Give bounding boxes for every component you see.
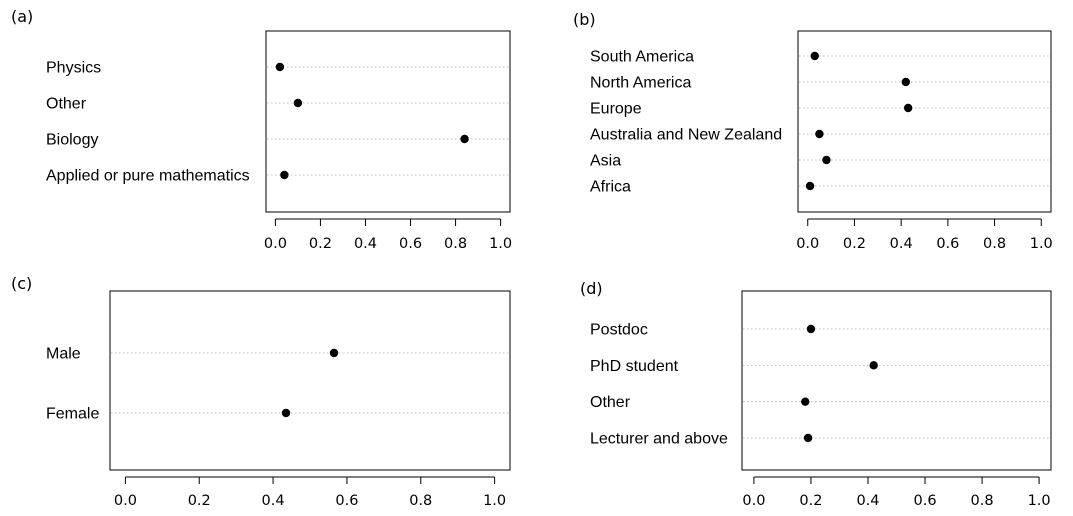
plot-area <box>797 30 1052 213</box>
x-tick-label: 1.0 <box>1028 493 1051 509</box>
x-tick-label: 0.8 <box>983 236 1006 252</box>
x-tick-label: 1.0 <box>489 236 512 252</box>
panel-a: (a) Physics Other Biology Applied or pure ma… <box>11 7 512 252</box>
data-point <box>275 62 285 72</box>
panel-label: (d) <box>580 279 603 298</box>
data-point <box>903 103 913 113</box>
x-tick-label: 0.2 <box>188 493 211 509</box>
x-tick-label: 0.0 <box>114 493 137 509</box>
x-tick-label: 0.6 <box>335 493 358 509</box>
data-point <box>329 348 339 358</box>
category-label: PhD student <box>590 358 679 375</box>
category-label: North America <box>590 75 691 92</box>
panel-label: (b) <box>573 10 596 29</box>
x-tick-label: 0.8 <box>444 236 467 252</box>
x-tick-label: 0.4 <box>890 236 913 252</box>
panel-b: (b) South America North America Europe Austr… <box>573 10 1053 252</box>
data-point <box>901 77 911 87</box>
x-tick-label: 0.0 <box>264 236 287 252</box>
x-tick-label: 0.0 <box>796 236 819 252</box>
data-point <box>806 324 816 334</box>
category-label: South America <box>590 49 694 66</box>
plot-area <box>109 290 511 471</box>
data-point <box>293 98 303 108</box>
x-tick-label: 0.2 <box>799 493 822 509</box>
data-point <box>822 155 831 165</box>
data-point <box>810 51 819 61</box>
category-label: Lecturer and above <box>590 431 728 448</box>
plot-area <box>265 30 511 213</box>
x-tick-label: 0.2 <box>309 236 332 252</box>
data-point <box>460 134 469 144</box>
x-tick-label: 0.8 <box>971 493 994 509</box>
data-point <box>801 397 810 406</box>
panel-c: (c) Male Female 0.0 0.2 0.4 0.6 0.8 1.0 <box>11 274 511 509</box>
panel-d: (d) Postdoc PhD student Other Lecturer and a… <box>580 279 1052 509</box>
x-tick-label: 0.6 <box>399 236 422 252</box>
x-tick-label: 0.2 <box>843 236 866 252</box>
data-point <box>803 433 813 443</box>
category-label: Male <box>46 346 81 363</box>
x-tick-label: 1.0 <box>483 493 506 509</box>
plot-area <box>741 290 1052 471</box>
category-label: Postdoc <box>590 322 648 339</box>
x-tick-label: 0.8 <box>409 493 432 509</box>
x-tick-label: 0.4 <box>354 236 377 252</box>
x-tick-label: 0.6 <box>913 493 936 509</box>
data-point <box>805 181 815 191</box>
category-label: Biology <box>46 132 98 149</box>
category-label: Other <box>46 96 87 113</box>
category-label: Applied or pure mathematics <box>46 168 250 185</box>
x-tick-label: 0.4 <box>262 493 285 509</box>
data-point <box>281 408 291 418</box>
data-point <box>815 129 824 139</box>
data-point <box>280 170 289 180</box>
category-label: Australia and New Zealand <box>590 127 782 144</box>
x-tick-label: 0.0 <box>742 493 765 509</box>
x-tick-label: 0.4 <box>856 493 879 509</box>
category-label: Europe <box>590 101 642 118</box>
data-point <box>869 361 878 370</box>
panel-label: (c) <box>11 274 32 293</box>
category-label: Physics <box>46 60 101 77</box>
category-label: Asia <box>590 153 621 170</box>
panel-label: (a) <box>11 7 33 26</box>
x-tick-label: 1.0 <box>1030 236 1053 252</box>
category-label: Female <box>46 406 99 423</box>
category-label: Other <box>590 394 631 411</box>
x-tick-label: 0.6 <box>936 236 959 252</box>
category-label: Africa <box>590 179 631 196</box>
